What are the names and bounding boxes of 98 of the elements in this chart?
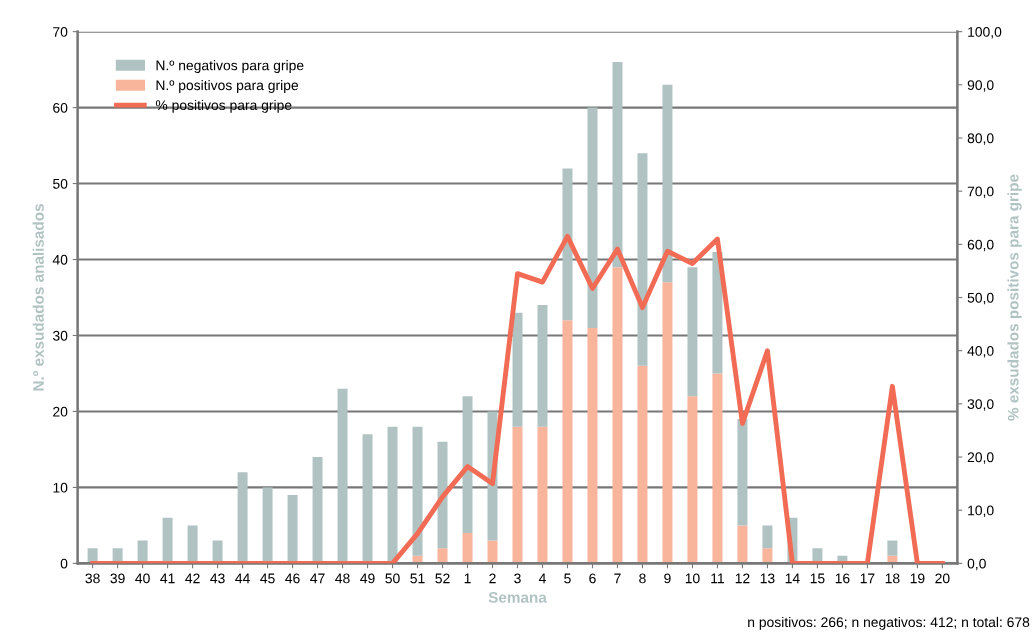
x-tick-label: 38: [85, 573, 100, 584]
y2-tick-label: 30,0: [967, 399, 994, 411]
x-tick-label: 1: [464, 573, 471, 584]
x-tick-label: 11: [711, 573, 724, 584]
bar: [337, 388, 348, 564]
y-tick-label: 30: [52, 330, 68, 341]
x-tick-label: 2: [489, 573, 496, 584]
y-axis-title: N.º exsudados analisados: [32, 204, 44, 391]
x-tick-label: 40: [135, 573, 150, 584]
bar: [887, 540, 898, 556]
x-tick-label: 46: [285, 573, 300, 584]
legend-label: % positivos para gripe: [155, 99, 292, 113]
bar: [487, 540, 498, 564]
bar: [412, 426, 423, 556]
x-tick-label: 49: [360, 573, 375, 584]
bar: [637, 365, 648, 564]
x-tick-label: 52: [435, 573, 450, 584]
y2-tick-label: 50,0: [967, 292, 994, 305]
y2-tick-label: 40,0: [967, 346, 994, 358]
bar: [562, 320, 573, 564]
text: n positivos: 266; n negativos: 412; n total: 678: [748, 616, 1030, 630]
x-tick-label: 50: [385, 573, 400, 584]
bar: [587, 107, 598, 328]
x-tick-label: 17: [860, 573, 875, 584]
y2-tick-label: 60,0: [967, 239, 994, 252]
y2-tick-label: 70,0: [967, 186, 994, 198]
legend-label: N.º negativos para gripe: [156, 60, 304, 74]
x-tick-label: 15: [810, 573, 825, 584]
bar: [262, 487, 273, 564]
line-series: [90, 233, 945, 564]
bar: [587, 327, 598, 564]
y-tick-label: 20: [53, 406, 68, 417]
x-tick-label: 3: [514, 573, 521, 584]
x-tick-label: 42: [185, 573, 200, 584]
x-tick-label: 51: [410, 573, 425, 584]
bar: [537, 305, 548, 427]
bar: [662, 282, 673, 564]
bar: [437, 548, 448, 564]
x-tick-label: 9: [664, 573, 671, 584]
legend-label: N.º positivos para gripe: [156, 79, 299, 93]
bar: [737, 419, 748, 526]
y-tick-label: 40: [52, 254, 68, 265]
bar: [562, 168, 573, 321]
y2-tick-label: 20,0: [967, 452, 994, 464]
x-tick-label: 39: [110, 573, 125, 584]
y2-tick-label: 80,0: [967, 133, 994, 145]
y2-tick-label: 0,0: [967, 558, 986, 571]
bar: [462, 532, 473, 564]
bar: [762, 548, 773, 564]
x-tick-label: 41: [160, 573, 175, 584]
bar: [612, 267, 623, 564]
bar: [737, 525, 748, 564]
bar: [662, 84, 673, 283]
x-tick-label: 10: [685, 573, 700, 584]
x-tick-label: 44: [235, 573, 250, 584]
bar: [637, 153, 648, 366]
x-tick-label: 12: [735, 573, 750, 584]
x-tick-label: 45: [260, 573, 275, 584]
bar: [187, 525, 198, 564]
y-tick-label: 0: [60, 558, 68, 569]
x-tick-label: 20: [935, 573, 950, 584]
x-tick-label: 18: [885, 573, 900, 584]
x-tick-label: 48: [335, 573, 350, 584]
bar: [612, 62, 623, 268]
x-tick-label: 16: [835, 573, 850, 584]
bar: [712, 251, 723, 374]
bar: [687, 267, 698, 397]
y-tick-label: 60: [53, 102, 68, 113]
y2-axis-title: % exsudados positivos para gripe: [1007, 174, 1022, 421]
bar: [462, 396, 473, 533]
x-tick-label: 13: [760, 573, 775, 584]
y2-tick-label: 10,0: [968, 505, 994, 518]
x-tick-label: 14: [785, 573, 800, 584]
x-tick-label: 4: [538, 573, 546, 584]
x-tick-label: 7: [614, 573, 621, 584]
x-tick-label: 5: [564, 573, 571, 584]
bar: [287, 495, 298, 564]
y-tick-label: 50: [53, 178, 68, 189]
bar: [387, 426, 398, 564]
bar: [312, 457, 323, 564]
y2-tick-label: 100,0: [968, 26, 1002, 39]
bar: [687, 396, 698, 564]
x-tick-label: 19: [910, 573, 925, 584]
x-tick-label: 47: [310, 573, 325, 584]
bar: [362, 434, 373, 564]
x-tick-label: 43: [210, 573, 225, 584]
bar: [762, 525, 773, 549]
y-tick-label: 10: [53, 482, 68, 493]
y2-tick-label: 90,0: [967, 80, 994, 92]
bar: [437, 441, 448, 549]
y-tick-label: 70: [53, 26, 68, 37]
bar: [162, 517, 173, 564]
bar: [712, 373, 723, 564]
bar: [237, 472, 248, 564]
x-tick-label: 6: [589, 573, 596, 584]
x-axis-title: Semana: [488, 592, 547, 603]
bar: [537, 426, 548, 564]
x-tick-label: 8: [639, 573, 646, 584]
